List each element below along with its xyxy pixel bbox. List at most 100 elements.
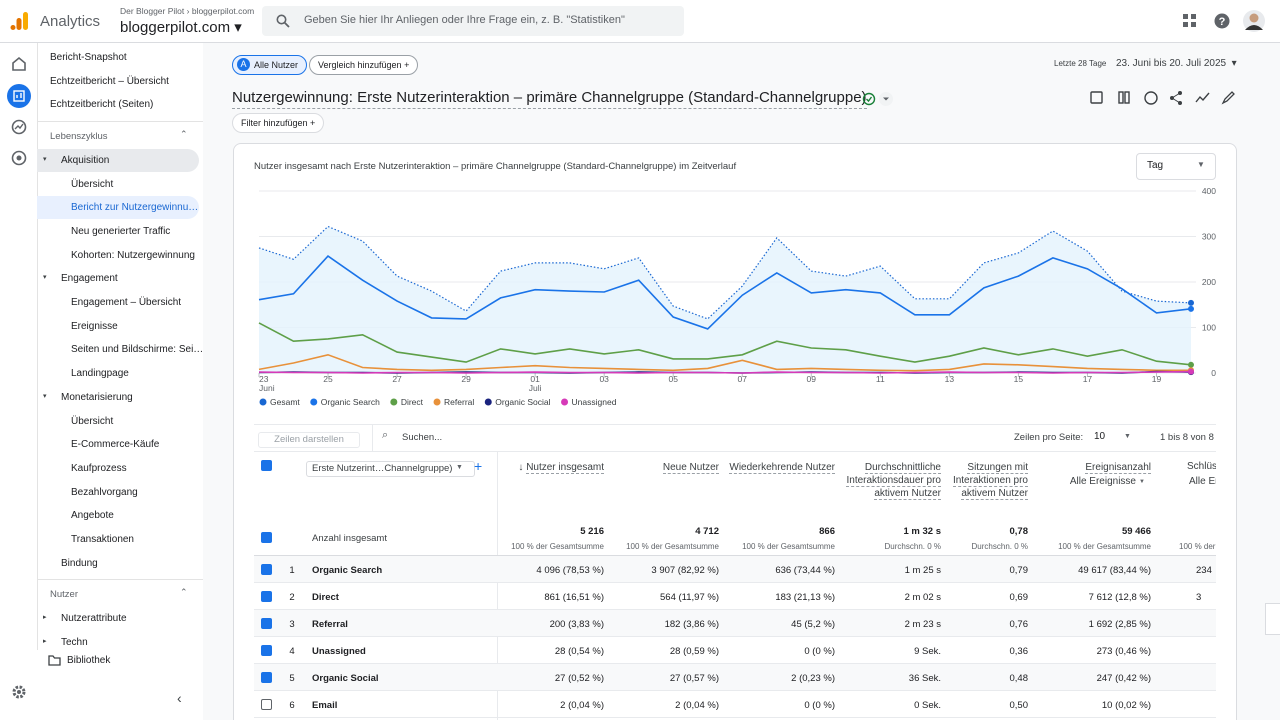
legend-label: Organic Search [321,397,380,407]
row-cell: 1 692 (2,85 %) [1088,619,1151,630]
nav-group[interactable]: Bindung [61,557,98,569]
account-path[interactable]: Der Blogger Pilot › bloggerpilot.com [120,6,255,16]
y-tick-label: 0 [1211,368,1216,378]
row-name: Unassigned [312,646,366,657]
nav-group[interactable]: Nutzerattribute [61,613,127,625]
row-checkbox[interactable] [261,699,272,710]
reports-icon[interactable] [6,83,32,109]
nav-item[interactable]: Echtzeitbericht (Seiten) [50,99,154,111]
side-nav: Bericht-Snapshot Echtzeitbericht – Übersi… [37,43,203,650]
compare-label: Vergleich hinzufügen [318,60,402,70]
total-value: 5 216 [580,526,604,537]
nav-item[interactable]: Übersicht [71,415,114,427]
collapse-nav[interactable]: ‹ [177,690,182,706]
row-checkbox[interactable] [261,672,272,683]
filter-chip[interactable]: Filter hinzufügen + [232,113,325,133]
total-value: 866 [819,526,835,537]
help-icon[interactable]: ? [1214,13,1230,29]
nav-item[interactable]: Übersicht [71,178,114,190]
table-clip [1216,452,1236,720]
side-panel-toggle[interactable] [1265,603,1280,635]
table-top-border [254,424,1216,425]
row-background [254,583,1216,610]
compare-chip[interactable]: Vergleich hinzufügen + [309,55,419,75]
show-rows-button[interactable]: Zeilen darstellen [258,432,360,448]
row-name: Organic Social [312,673,379,684]
nav-item[interactable]: Bericht zur Nutzergewinnu… [71,202,199,214]
property-selector[interactable]: bloggerpilot.com ▾ [120,19,242,36]
search-box[interactable]: Geben Sie hier Ihr Anliegen oder Ihre Fr… [262,6,684,36]
row-rank: 4 [289,646,295,657]
section-toggle: ⌃ [180,587,188,598]
nav-item[interactable]: Echtzeitbericht – Übersicht [50,75,169,87]
nav-group[interactable]: Techn [61,636,88,648]
row-cell: 2 (0,04 %) [560,700,604,711]
row-cell: 45 (5,2 %) [791,619,835,630]
row-checkbox[interactable] [261,618,272,629]
rows-per-page[interactable]: 10 [1094,431,1106,442]
nav-item[interactable]: Kaufprozess [71,462,127,474]
explore-icon[interactable] [11,119,27,135]
total-value: 1 m 32 s [903,526,942,537]
table-header-border [254,451,1216,452]
row-cell: 183 (21,13 %) [775,592,835,603]
row-background [254,691,1216,718]
nav-section[interactable]: Nutzer [50,589,78,601]
report-status[interactable] [861,92,899,106]
row-checkbox[interactable] [261,645,272,656]
row-cell: 234 [1196,565,1212,576]
home-icon[interactable] [11,56,27,72]
series-end-point [1188,368,1194,375]
nav-item[interactable]: Bezahlvorgang [71,486,138,498]
subtitle-caret: ▼ [1139,479,1145,485]
row-cell: 27 (0,52 %) [554,673,604,684]
column-header[interactable]: Schlüs [1187,461,1218,472]
nav-item[interactable]: Angebote [71,510,114,522]
library-link[interactable]: Bibliothek [67,655,111,666]
nav-item[interactable]: Ereignisse [71,320,118,332]
legend-label: Direct [401,397,424,407]
column-subtitle[interactable]: Alle Ereignisse [1069,476,1136,487]
nav-item[interactable]: Landingpage [71,368,129,380]
row-checkbox[interactable] [261,564,272,575]
column-header[interactable]: Wiederkehrende Nutzer [725,461,835,474]
legend-marker [433,398,441,406]
nav-section[interactable]: Lebenszyklus [50,131,108,143]
nav-item[interactable]: Neu generierter Traffic [71,225,171,237]
header-select-all[interactable] [261,460,272,471]
row-checkbox[interactable] [261,591,272,602]
search-placeholder: Geben Sie hier Ihr Anliegen oder Ihre Fr… [304,14,625,26]
nav-group[interactable]: Monetarisierung [61,391,133,403]
nav-group[interactable]: Akquisition [61,154,110,166]
column-header[interactable]: ↓ Nutzer insgesamt [494,461,604,474]
avatar[interactable] [1243,10,1265,32]
nav-group[interactable]: Engagement [61,273,118,285]
report-card: Nutzer insgesamt nach Erste Nutzerintera… [233,143,1237,720]
granularity-select[interactable]: Tag ▼ [1136,153,1216,180]
totals-checkbox[interactable] [261,532,272,543]
nav-item[interactable]: Engagement – Übersicht [71,297,182,308]
row-name: Organic Search [312,565,383,576]
nav-item[interactable]: E-Commerce-Käufe [71,439,160,451]
apps-icon[interactable] [1183,14,1197,28]
nav-item[interactable]: Seiten und Bildschirme: Sei… [71,344,203,356]
settings-icon[interactable] [11,684,27,700]
nav-item[interactable]: Bericht-Snapshot [50,52,127,63]
segment-chip[interactable]: A Alle Nutzer [232,55,308,75]
nav-item[interactable]: Kohorten: Nutzergewinnung [71,249,195,261]
nav-item[interactable]: Transaktionen [71,534,134,545]
dimension-col-border [497,452,498,720]
account: Der Blogger Pilot [120,6,185,16]
row-cell: 4 096 (78,53 %) [536,565,604,576]
report-actions[interactable] [1089,90,1239,106]
column-header[interactable]: Sitzungen mit Interaktionen pro aktivem … [918,461,1028,500]
date-range[interactable]: 23. Juni bis 20. Juli 2025 ▾ [1116,58,1237,69]
table-search[interactable]: Suchen... [402,432,443,443]
dimension-select[interactable]: Erste Nutzerint…Channelgruppe) [306,461,475,477]
total-note: 100 % der Gesamtsumme [742,542,835,551]
column-header[interactable]: Neue Nutzer [609,461,719,474]
column-header[interactable]: Ereignisanzahl [1041,461,1151,474]
advertising-icon[interactable] [11,150,27,166]
add-dimension[interactable]: + [474,458,483,474]
column-header[interactable]: Durchschnittliche Interaktionsdauer pro … [831,461,941,500]
